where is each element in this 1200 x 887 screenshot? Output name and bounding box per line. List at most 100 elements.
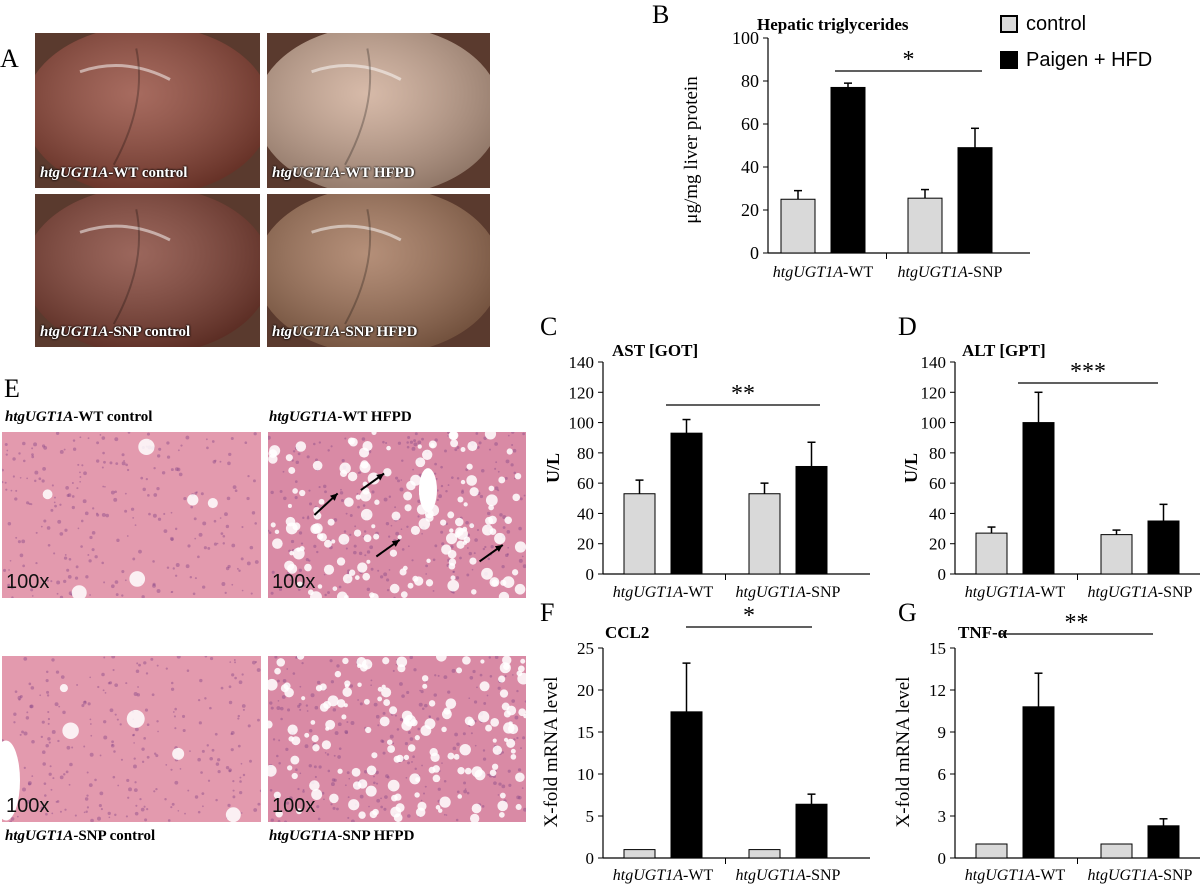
y-tick-label: 10 (577, 765, 594, 784)
chart-title: TNF-α (958, 623, 1008, 642)
chart-title: AST [GOT] (612, 341, 698, 360)
y-tick-label: 120 (569, 383, 595, 402)
panel-label-b: B (652, 0, 670, 29)
y-tick-label: 80 (929, 444, 946, 463)
y-tick-label: 25 (577, 639, 594, 658)
bar-paigen-hfd (1147, 520, 1180, 575)
y-tick-label: 12 (929, 681, 946, 700)
bar-paigen-hfd (670, 711, 703, 859)
histology-drawing (2, 432, 261, 598)
bar-control (623, 849, 656, 859)
y-tick-label: 60 (577, 474, 594, 493)
category-label: htgUGT1A-SNP (1088, 867, 1193, 884)
y-tick-label: 0 (586, 565, 595, 584)
chart-B: Hepatic triglycerides μg/mg liver protein… (681, 15, 1030, 281)
bar-control (975, 532, 1008, 575)
category-label: htgUGT1A-SNP (736, 867, 841, 884)
legend: control Paigen + HFD (1000, 8, 1195, 78)
bar-control (623, 493, 656, 575)
bar-control (748, 493, 781, 575)
liver-photo-wt-hfpd: htgUGT1A-WT HFPD (267, 33, 490, 188)
panel-label-f: F (540, 598, 555, 627)
y-tick-label: 9 (938, 723, 947, 742)
y-tick-label: 20 (577, 535, 594, 554)
liver-photo-wt-control: htgUGT1A-WT control (35, 33, 260, 188)
y-tick-label: 20 (929, 535, 946, 554)
bar-control (975, 843, 1008, 859)
photo-caption: htgUGT1A-WT HFPD (272, 165, 415, 181)
liver-photo-drawing (35, 194, 260, 347)
y-tick-label: 80 (577, 444, 594, 463)
bar-paigen-hfd (1022, 422, 1055, 575)
y-tick-label: 15 (577, 723, 594, 742)
significance-marker: ** (731, 381, 755, 407)
bar-control (1100, 843, 1133, 859)
bar-control (1100, 534, 1133, 575)
panel-label-d: D (898, 312, 917, 341)
histology-caption: htgUGT1A-WT HFPD (269, 409, 412, 425)
category-label: htgUGT1A-WT (613, 584, 714, 601)
magnification-label: 100x (6, 795, 50, 817)
legend-swatch-paigen-hfd (1000, 51, 1018, 69)
legend-item-paigen-hfd: Paigen + HFD (1000, 48, 1152, 72)
y-axis-label: μg/mg liver protein (681, 76, 702, 224)
category-label: htgUGT1A-SNP (736, 584, 841, 601)
magnification-label: 100x (272, 795, 316, 817)
panel-label-a: A (0, 44, 19, 73)
histology-drawing (268, 432, 526, 598)
bar-paigen-hfd (1147, 825, 1180, 859)
bar-paigen-hfd (830, 86, 866, 254)
liver-photo-drawing (35, 33, 260, 188)
bar-control (907, 197, 943, 254)
histology-image-wt-control: 100x (2, 432, 261, 598)
bar-paigen-hfd (1022, 706, 1055, 859)
histology-caption: htgUGT1A-SNP control (5, 828, 156, 844)
bar-control (780, 198, 816, 254)
category-label: htgUGT1A-SNP (1088, 584, 1193, 601)
liver-photo-drawing (267, 194, 490, 347)
y-tick-label: 5 (586, 807, 595, 826)
legend-swatch-control (1000, 15, 1018, 33)
panel-label-c: C (540, 312, 558, 341)
liver-photo-drawing (267, 33, 490, 188)
y-tick-label: 140 (921, 353, 947, 372)
category-label: htgUGT1A-SNP (898, 264, 1003, 281)
y-tick-label: 60 (929, 474, 946, 493)
bar-paigen-hfd (795, 465, 828, 575)
chart-G: TNF-α X-fold mRNA level 0 3 6 9 12 15 htgUGT1A-W… (893, 610, 1200, 884)
chart-title: CCL2 (605, 623, 649, 642)
significance-marker: ** (1065, 610, 1089, 636)
category-label: htgUGT1A-WT (965, 867, 1066, 884)
liver-photo-snp-hfpd: htgUGT1A-SNP HFPD (267, 194, 490, 347)
y-tick-label: 3 (938, 807, 947, 826)
histology-image-snp-hfpd: 100x (268, 656, 526, 822)
y-tick-label: 100 (569, 414, 595, 433)
y-tick-label: 20 (577, 681, 594, 700)
y-tick-label: 0 (750, 243, 759, 263)
panel-label-g: G (898, 598, 917, 627)
photo-caption: htgUGT1A-SNP control (40, 324, 191, 340)
bar-paigen-hfd (795, 803, 828, 859)
y-tick-label: 0 (586, 849, 595, 868)
y-tick-label: 140 (569, 353, 595, 372)
significance-marker: * (743, 603, 755, 629)
y-axis-label: X-fold mRNA level (541, 677, 562, 828)
bar-paigen-hfd (957, 147, 993, 254)
liver-photo-snp-control: htgUGT1A-SNP control (35, 194, 260, 347)
y-tick-label: 0 (938, 849, 947, 868)
category-label: htgUGT1A-WT (773, 264, 874, 281)
y-axis-label: U/L (901, 453, 921, 483)
significance-marker: *** (1070, 359, 1106, 385)
histology-image-snp-control: 100x (2, 656, 261, 822)
y-tick-label: 20 (741, 200, 759, 220)
chart-F: CCL2 X-fold mRNA level 0 5 10 15 20 25 htgUGT1A-… (541, 603, 870, 884)
chart-C: AST [GOT] U/L 0 20 40 60 80 100 120 140 htgUGT1A-W… (543, 341, 870, 601)
y-tick-label: 40 (577, 504, 594, 523)
y-tick-label: 15 (929, 639, 946, 658)
legend-label: Paigen + HFD (1026, 48, 1153, 71)
panel-label-e: E (4, 374, 20, 403)
y-tick-label: 6 (938, 765, 947, 784)
chart-D: ALT [GPT] U/L 0 20 40 60 80 100 120 140 htgUGT1A-W… (901, 341, 1200, 601)
y-tick-label: 100 (732, 28, 759, 48)
